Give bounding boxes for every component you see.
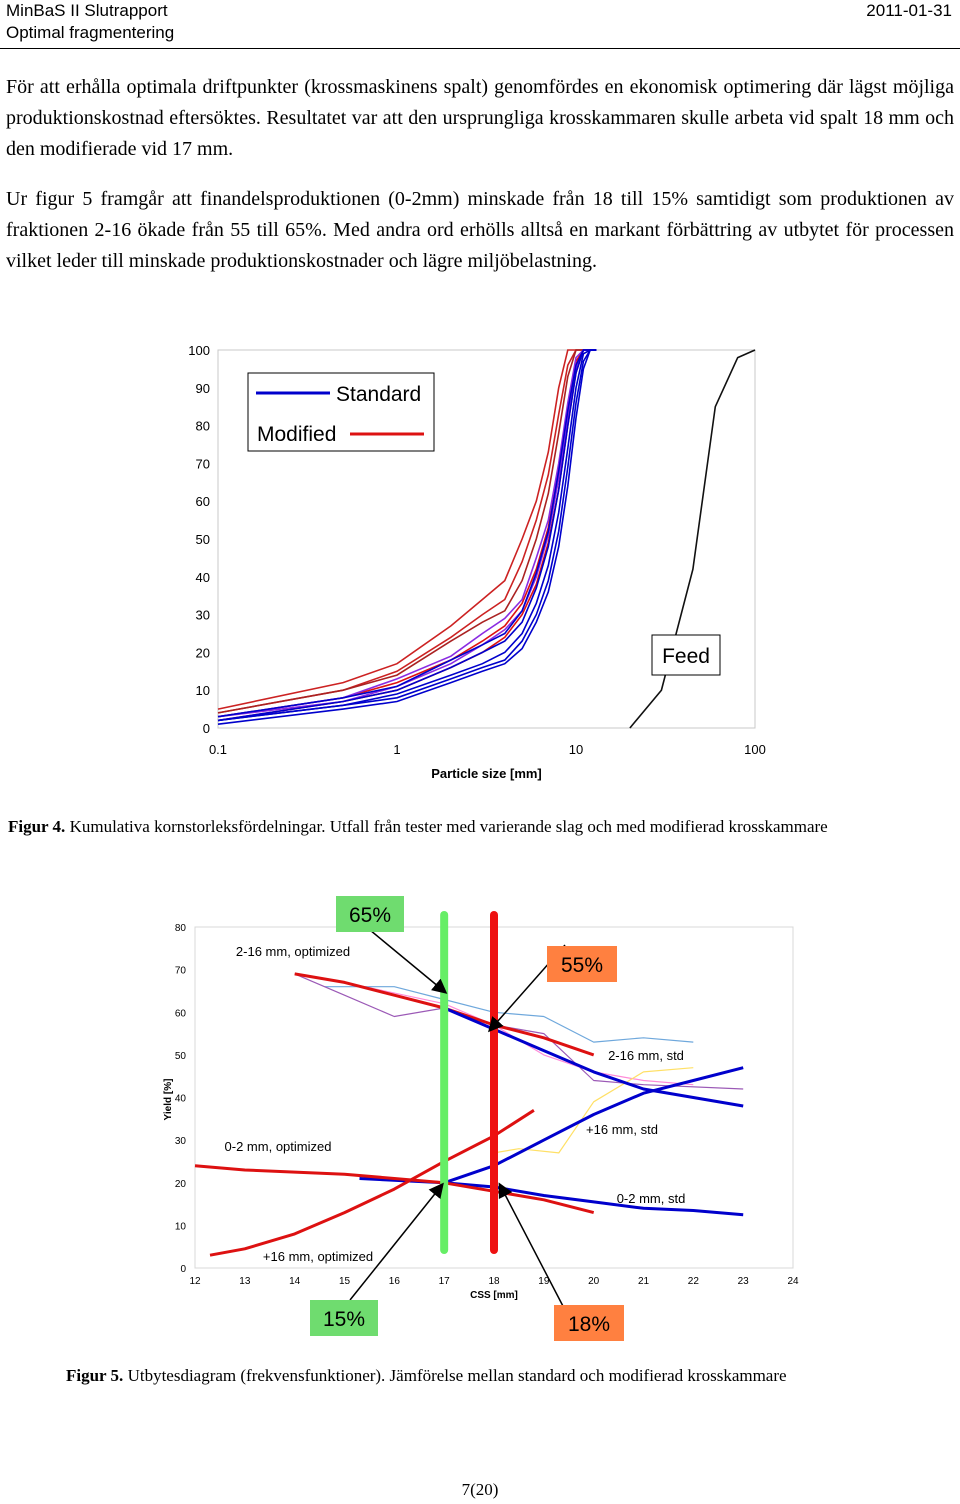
x-tick-label: 12 <box>189 1276 201 1287</box>
callout-text-1: 65% <box>349 904 391 927</box>
x-axis-title: CSS [mm] <box>470 1290 518 1301</box>
series-line-6 <box>194 1164 595 1215</box>
series-line-9 <box>217 349 597 722</box>
header-rule <box>0 48 960 49</box>
figure-4-caption: Figur 4. Kumulativa kornstorleksfördelni… <box>8 816 828 838</box>
x-tick-label: 23 <box>738 1276 750 1287</box>
x-tick-label: 15 <box>339 1276 351 1287</box>
figure-5-caption-label: Figur 5. <box>66 1366 124 1385</box>
y-tick-label: 0 <box>203 721 210 736</box>
callout-box-3 <box>310 1300 378 1336</box>
y-tick-label: 60 <box>175 1008 187 1019</box>
series-label: 2-16 mm, std <box>608 1048 684 1063</box>
y-tick-label: 10 <box>196 683 210 698</box>
series-line-3 <box>217 349 597 714</box>
series-line-7 <box>324 986 694 1043</box>
callout-text-3: 15% <box>323 1308 365 1331</box>
callout-box-1 <box>336 896 404 932</box>
series-line-11 <box>217 349 597 722</box>
series-line-12 <box>217 349 597 725</box>
feed-label-box <box>651 634 721 676</box>
x-tick-label: 21 <box>638 1276 650 1287</box>
series-label: 0-2 mm, optimized <box>225 1139 332 1154</box>
y-tick-label: 50 <box>175 1051 187 1062</box>
series-label: 2-16 mm, optimized <box>236 944 350 959</box>
legend-modified-label: Modified <box>257 423 336 446</box>
legend-standard-label: Standard <box>336 383 421 406</box>
x-tick-label: 14 <box>289 1276 301 1287</box>
x-tick-label: 17 <box>439 1276 451 1287</box>
y-tick-label: 30 <box>196 608 210 623</box>
y-tick-label: 80 <box>175 923 187 934</box>
series-line-3 <box>359 1066 744 1185</box>
plot-frame <box>217 349 756 729</box>
page-number: 7(20) <box>461 1480 499 1499</box>
callout-arrow-1 <box>369 929 448 994</box>
x-tick-label: 19 <box>538 1276 550 1287</box>
header-title: MinBaS II Slutrapport <box>6 1 168 20</box>
series-label: +16 mm, optimized <box>263 1249 373 1264</box>
header-subtitle: Optimal fragmentering <box>6 23 175 42</box>
x-axis-title: Particle size [mm] <box>431 766 542 781</box>
series-line-6 <box>217 349 597 718</box>
y-tick-label: 80 <box>196 419 210 434</box>
callout-box-4 <box>554 1305 624 1341</box>
series-label: 0-2 mm, std <box>617 1191 686 1206</box>
y-tick-label: 70 <box>196 456 210 471</box>
y-tick-label: 50 <box>196 532 210 547</box>
series-label: +16 mm, std <box>586 1122 658 1137</box>
x-tick-label: 20 <box>588 1276 600 1287</box>
y-tick-label: 20 <box>175 1179 187 1190</box>
y-tick-label: 40 <box>196 570 210 585</box>
y-axis-title: Yield [%] <box>163 1079 174 1121</box>
legend-box <box>247 372 435 452</box>
header-date: 2011-01-31 <box>866 1 952 20</box>
y-tick-label: 20 <box>196 645 210 660</box>
callout-arrow-4 <box>498 1182 566 1311</box>
x-tick-label: 24 <box>787 1276 799 1287</box>
series-line-4 <box>209 1109 535 1257</box>
series-line-10 <box>217 349 597 722</box>
feed-label: Feed <box>662 645 710 668</box>
x-tick-label: 16 <box>389 1276 401 1287</box>
series-line-10 <box>493 1067 694 1154</box>
series-line-5 <box>444 1181 744 1217</box>
y-tick-label: 60 <box>196 494 210 509</box>
paragraph-1: För att erhålla optimala driftpunkter (k… <box>6 76 954 160</box>
x-tick-label: 13 <box>239 1276 251 1287</box>
figure-4-chart: 0 10 20 30 40 50 60 70 80 90 100 0.1 1 10 100 Particle … <box>188 343 766 781</box>
y-tick-label: 100 <box>188 343 210 358</box>
x-tick-label: 10 <box>569 742 583 757</box>
x-tick-label: 18 <box>488 1276 500 1287</box>
y-tick-label: 10 <box>175 1221 187 1232</box>
callout-arrow-3 <box>349 1182 444 1301</box>
figure-4-caption-text: Kumulativa kornstorleksfördelningar. Utf… <box>65 817 828 836</box>
figure-5-caption: Figur 5. Utbytesdiagram (frekvensfunktio… <box>66 1365 787 1387</box>
y-tick-label: 30 <box>175 1136 187 1147</box>
x-tick-label: 0.1 <box>209 742 227 757</box>
x-tick-label: 1 <box>393 742 400 757</box>
y-tick-label: 0 <box>180 1264 186 1275</box>
x-tick-label: 100 <box>744 742 766 757</box>
callout-text-4: 18% <box>568 1313 610 1336</box>
callout-text-2: 55% <box>561 954 603 977</box>
x-tick-label: 22 <box>688 1276 700 1287</box>
figure-5-chart: 0 10 20 30 40 50 60 70 80 12 13 14 15 16 17 18 19 20 21 22 2… <box>163 896 799 1341</box>
y-tick-label: 70 <box>175 966 187 977</box>
y-tick-label: 90 <box>196 381 210 396</box>
callout-box-2 <box>547 946 617 982</box>
figure-5-caption-text: Utbytesdiagram (frekvensfunktioner). Jäm… <box>123 1366 787 1385</box>
y-tick-label: 40 <box>175 1094 187 1105</box>
figure-4-caption-label: Figur 4. <box>8 817 66 836</box>
paragraph-2: Ur figur 5 framgår att finandelsprodukti… <box>6 188 954 272</box>
feed-line <box>629 349 756 729</box>
